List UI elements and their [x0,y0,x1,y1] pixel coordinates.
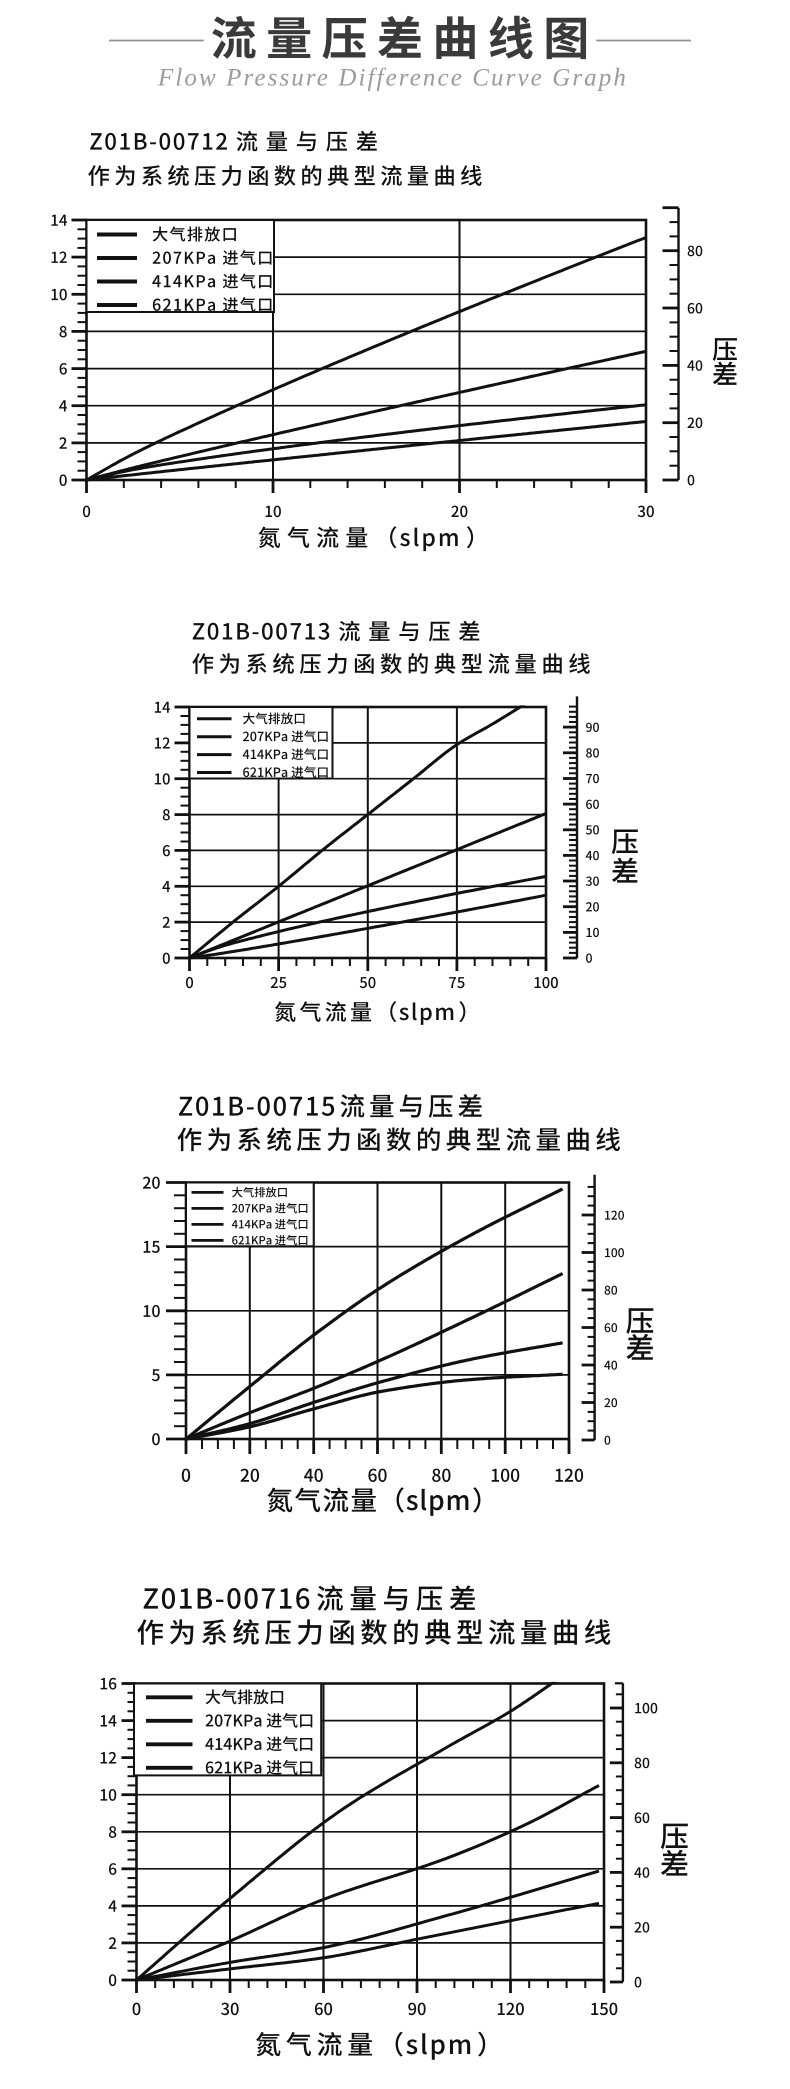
svg-text:Flow Pressure Difference Curve: Flow Pressure Difference Curve Graph [157,65,628,92]
